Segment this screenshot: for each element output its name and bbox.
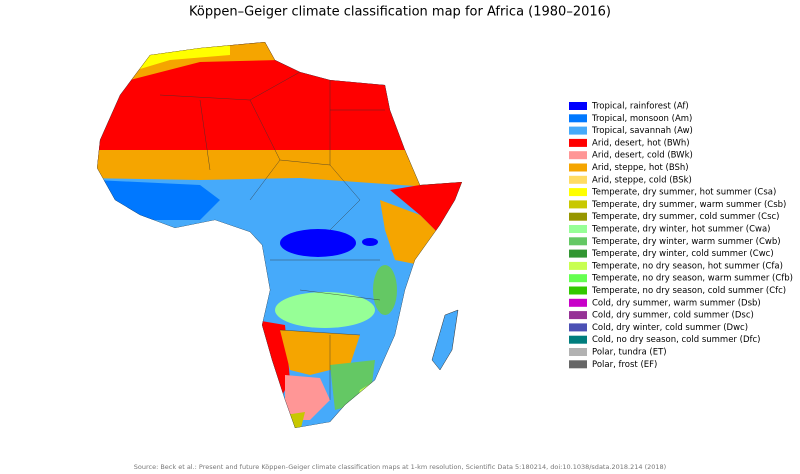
zone-cwb: [373, 265, 397, 315]
legend-swatch: [569, 163, 587, 172]
borders: [159, 71, 385, 400]
legend-label: Temperate, dry summer, warm summer (Csb): [591, 200, 786, 210]
zone-csb: [285, 412, 305, 428]
legend-label: Arid, steppe, cold (BSk): [592, 175, 692, 185]
legend-swatch: [569, 286, 587, 295]
legend-swatch: [569, 126, 587, 135]
legend-swatch: [569, 360, 587, 369]
legend-label: Temperate, dry winter, warm summer (Cwb): [591, 237, 781, 247]
legend-swatch: [569, 138, 587, 147]
legend-label: Temperate, dry winter, cold summer (Cwc): [591, 249, 774, 259]
legend-label: Temperate, dry summer, hot summer (Csa): [591, 188, 776, 198]
zone-af-east: [362, 238, 378, 246]
legend-label: Arid, desert, cold (BWk): [592, 151, 693, 161]
legend-swatch: [569, 188, 587, 197]
legend-swatch: [569, 348, 587, 356]
legend-swatch: [569, 335, 587, 344]
zone-bsh: [97, 150, 462, 190]
legend-swatch: [569, 237, 587, 246]
legend-swatch: [569, 102, 587, 110]
legend-swatch: [569, 175, 587, 184]
zone-bwh: [97, 42, 462, 162]
legend-label: Arid, steppe, hot (BSh): [592, 163, 689, 173]
legend-label: Temperate, dry winter, hot summer (Cwa): [591, 225, 771, 235]
zone-bwk: [285, 375, 330, 420]
legend-label: Cold, dry summer, cold summer (Dsc): [592, 311, 754, 321]
legend-label: Cold, dry summer, warm summer (Dsb): [592, 298, 761, 308]
legend: Tropical, rainforest (Af) Tropical, monso…: [569, 102, 793, 370]
legend-swatch: [569, 261, 587, 270]
legend-swatch: [569, 200, 587, 209]
zone-am: [97, 180, 220, 220]
legend-label: Temperate, dry summer, cold summer (Csc): [591, 212, 779, 222]
zone-af: [280, 229, 356, 257]
zone-cwb-south: [330, 360, 375, 410]
legend-swatch: [569, 225, 587, 233]
legend-swatch: [569, 212, 587, 221]
legend-label: Temperate, no dry season, hot summer (Cf…: [591, 261, 783, 271]
zone-bsh-south: [280, 330, 360, 375]
legend-swatch: [569, 114, 587, 123]
legend-swatch: [569, 151, 587, 160]
legend-swatch: [569, 298, 587, 307]
source-note: Source: Beck et al.: Present and future …: [134, 463, 666, 471]
coastline: [97, 42, 462, 428]
legend-swatch: [569, 249, 587, 258]
legend-swatch: [569, 274, 587, 283]
legend-label: Cold, dry winter, cold summer (Dwc): [592, 323, 748, 333]
map-title: Köppen–Geiger climate classification map…: [189, 5, 611, 20]
madagascar: [431, 309, 459, 371]
africa-map: [97, 42, 462, 428]
legend-label: Arid, desert, hot (BWh): [592, 138, 690, 148]
legend-swatch: [569, 311, 587, 320]
legend-label: Polar, tundra (ET): [592, 348, 667, 358]
legend-swatch: [569, 323, 587, 332]
legend-label: Tropical, rainforest (Af): [591, 102, 689, 112]
zone-cwa: [275, 292, 375, 328]
legend-label: Cold, no dry season, cold summer (Dfc): [592, 335, 760, 345]
legend-label: Tropical, savannah (Aw): [591, 126, 693, 136]
legend-label: Polar, frost (EF): [592, 360, 657, 370]
legend-label: Temperate, no dry season, cold summer (C…: [591, 286, 786, 296]
legend-label: Tropical, monsoon (Am): [591, 114, 692, 124]
legend-label: Temperate, no dry season, warm summer (C…: [591, 274, 793, 284]
